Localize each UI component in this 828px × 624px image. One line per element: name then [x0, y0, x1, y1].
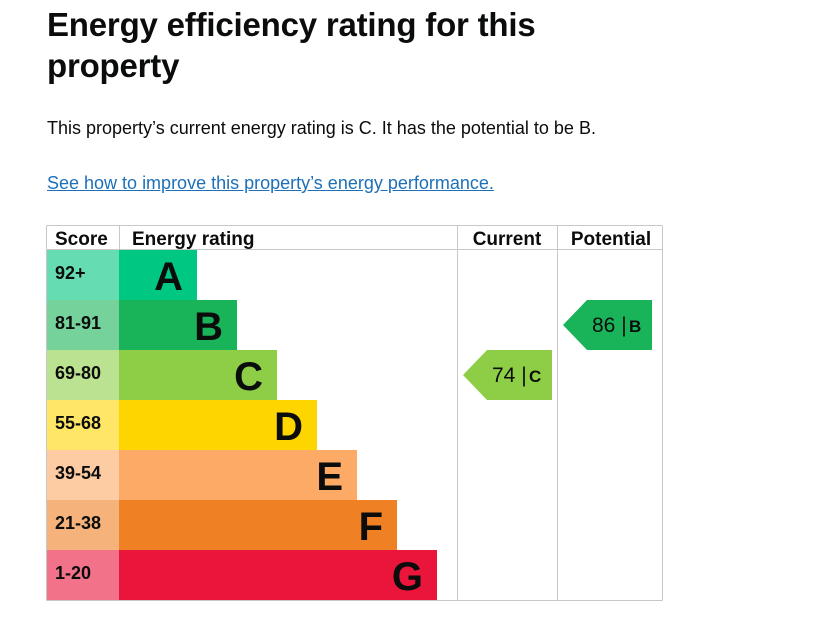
score-range-c: 69-80: [55, 363, 101, 383]
improve-performance-link[interactable]: See how to improve this property’s energ…: [47, 173, 494, 193]
score-cell-e: [47, 450, 119, 500]
header-energy-rating: Energy rating: [132, 229, 254, 250]
current-rating-letter: C: [529, 367, 541, 386]
score-range-a: 92+: [55, 263, 86, 283]
score-cell-g: [47, 550, 119, 600]
score-range-g: 1-20: [55, 563, 91, 583]
rating-bar-e: [119, 450, 357, 500]
header-current: Current: [473, 229, 542, 250]
rating-bar-f: [119, 500, 397, 550]
rating-bar-c: [119, 350, 277, 400]
potential-rating-arrow: [563, 300, 652, 350]
potential-rating-letter: B: [629, 317, 641, 336]
score-cell-f: [47, 500, 119, 550]
rating-bar-d: [119, 400, 317, 450]
rating-letter-b: B: [194, 305, 223, 349]
rating-letter-f: F: [359, 505, 383, 549]
header-score: Score: [55, 229, 108, 250]
header-potential: Potential: [571, 229, 651, 250]
rating-letter-e: E: [316, 455, 343, 499]
page-title: Energy efficiency rating for this proper…: [47, 6, 536, 84]
rating-letter-a: A: [154, 255, 183, 299]
score-range-f: 21-38: [55, 513, 101, 533]
score-cell-c: [47, 350, 119, 400]
score-cell-a: [47, 250, 119, 300]
rating-letter-g: G: [392, 555, 423, 599]
rating-bar-b: [119, 300, 237, 350]
rating-letter-d: D: [274, 405, 303, 449]
score-range-e: 39-54: [55, 463, 101, 483]
score-range-d: 55-68: [55, 413, 101, 433]
rating-letter-c: C: [234, 355, 263, 399]
score-range-b: 81-91: [55, 313, 101, 333]
score-cell-b: [47, 300, 119, 350]
potential-rating-score: 86 |: [592, 314, 627, 337]
score-cell-d: [47, 400, 119, 450]
rating-bar-g: [119, 550, 437, 600]
current-rating-arrow: [463, 350, 552, 400]
rating-summary: This property’s current energy rating is…: [47, 118, 596, 138]
current-rating-score: 74 |: [492, 364, 527, 387]
rating-bar-a: [119, 250, 197, 300]
energy-rating-table: Score Energy rating Current Potential 92…: [46, 225, 663, 601]
